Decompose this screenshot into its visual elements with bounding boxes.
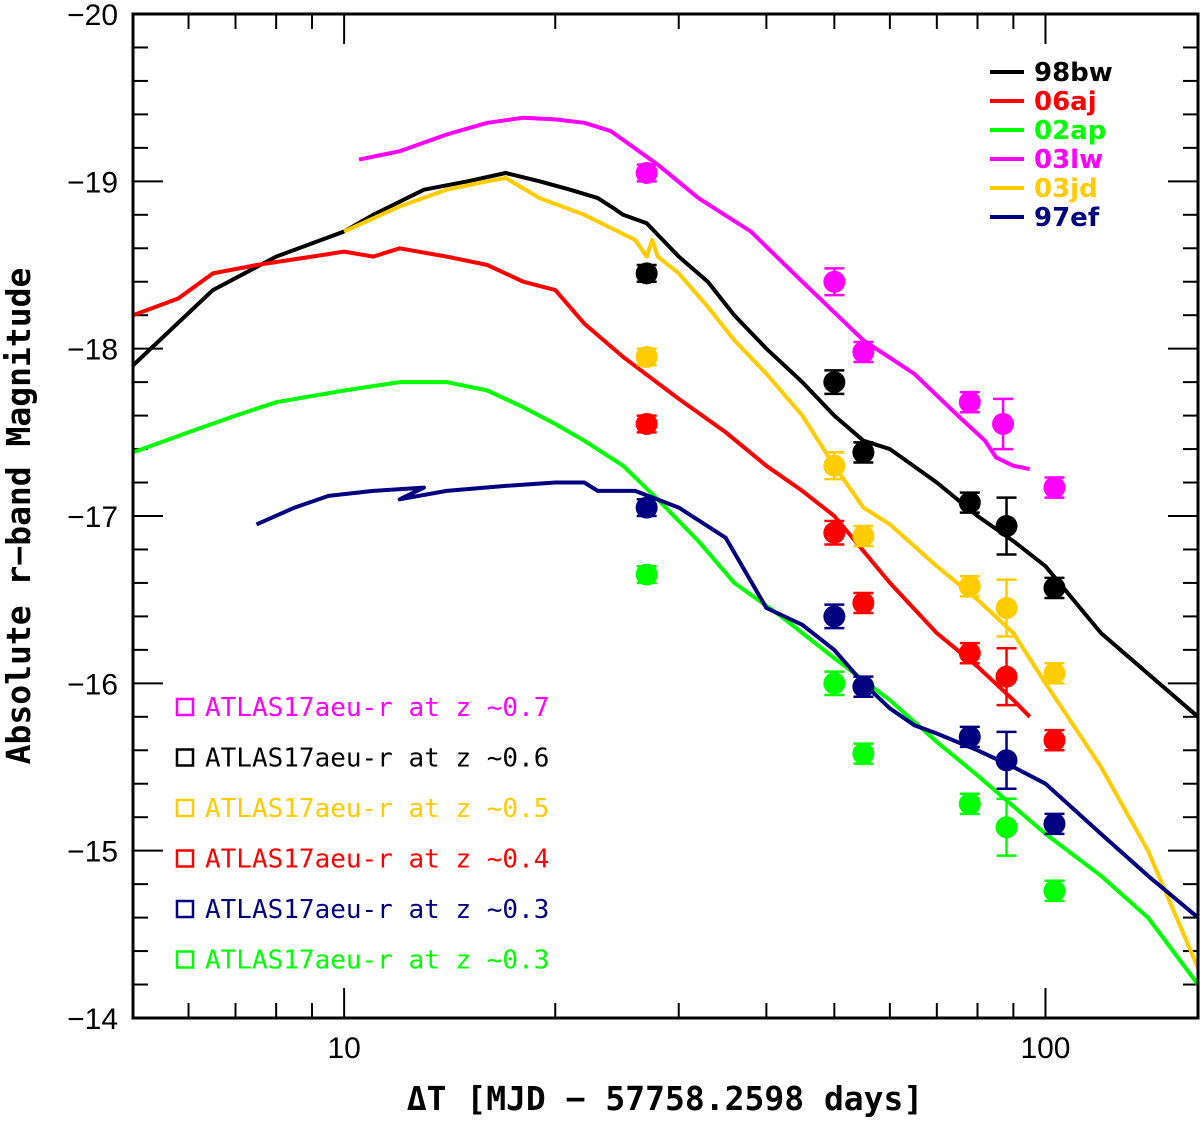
series-line-02ap xyxy=(133,380,1198,986)
legend-line-label: 98bw xyxy=(1034,58,1113,88)
legend-point-swatch xyxy=(175,798,195,818)
data-point xyxy=(958,792,981,815)
data-point xyxy=(995,515,1018,538)
data-point xyxy=(1043,576,1066,599)
series-line-98bw xyxy=(133,171,1198,719)
y-axis-title: Absolute r−band Magnitude xyxy=(0,268,38,765)
data-point xyxy=(823,454,846,477)
data-point xyxy=(852,441,875,464)
y-tick-label: −20 xyxy=(67,0,118,32)
legend-line-label: 03lw xyxy=(1034,145,1103,175)
data-point xyxy=(635,412,658,435)
data-point xyxy=(823,672,846,695)
legend-point-swatch xyxy=(175,849,195,868)
data-point xyxy=(995,816,1018,839)
y-tick-label: −19 xyxy=(67,166,118,199)
plot-frame xyxy=(131,12,1200,1020)
series-line-06aj xyxy=(133,246,1032,719)
legend-point-label: ATLAS17aeu-r at z ~0.3 xyxy=(205,946,549,976)
observed-points xyxy=(635,161,1066,903)
legend-line-label: 02ap xyxy=(1034,116,1106,146)
legend-point-swatch xyxy=(175,950,195,969)
y-tick-label: −14 xyxy=(67,1003,118,1036)
legend-point-swatch xyxy=(175,748,195,767)
data-point xyxy=(635,262,658,285)
data-point xyxy=(1043,729,1066,752)
legend-line-label: 97ef xyxy=(1034,203,1100,233)
legend-point-label: ATLAS17aeu-r at z ~0.3 xyxy=(205,895,549,925)
data-point xyxy=(852,592,875,615)
data-point xyxy=(852,742,875,765)
data-point xyxy=(995,597,1018,620)
tick-labels: 10 100 −14 −15 −16 −17 −18 −19 −20 xyxy=(67,0,1070,1065)
data-point xyxy=(852,341,875,364)
data-point xyxy=(852,525,875,548)
x-axis-title: ΔT [MJD − 57758.2598 days] xyxy=(407,1079,924,1118)
data-point xyxy=(635,496,658,519)
data-point xyxy=(1043,879,1066,902)
legend-point-label: ATLAS17aeu-r at z ~0.6 xyxy=(205,744,549,774)
data-point xyxy=(635,161,658,184)
data-point xyxy=(958,575,981,598)
data-point xyxy=(1043,812,1066,835)
point-legend: ATLAS17aeu-r at z ~0.7 ATLAS17aeu-r at z … xyxy=(175,693,549,976)
x-tick-label: 10 xyxy=(327,1032,360,1065)
data-point xyxy=(1043,476,1066,499)
legend-line-label: 03jd xyxy=(1034,174,1098,204)
legend-point-label: ATLAS17aeu-r at z ~0.5 xyxy=(205,794,549,824)
legend-point-swatch xyxy=(175,899,195,919)
y-tick-label: −16 xyxy=(67,668,118,701)
legend-point-label: ATLAS17aeu-r at z ~0.7 xyxy=(205,693,549,723)
data-point xyxy=(958,642,981,665)
data-point xyxy=(852,675,875,698)
x-tick-label: 100 xyxy=(1020,1032,1070,1065)
data-point xyxy=(823,270,846,293)
data-point xyxy=(995,665,1018,688)
legend-point-swatch xyxy=(175,697,195,717)
data-point xyxy=(823,521,846,544)
series-line-03lw xyxy=(358,115,1031,472)
legend-line-label: 06aj xyxy=(1034,87,1097,117)
y-tick-label: −17 xyxy=(67,501,118,534)
data-point xyxy=(635,346,658,369)
data-point xyxy=(992,412,1015,435)
data-point xyxy=(823,371,846,394)
data-point xyxy=(823,605,846,628)
data-point xyxy=(1043,662,1066,685)
data-point xyxy=(958,391,981,414)
data-point xyxy=(958,491,981,514)
y-tick-label: −18 xyxy=(67,334,118,367)
data-point xyxy=(958,725,981,748)
data-point xyxy=(635,563,658,586)
data-point xyxy=(995,749,1018,772)
y-tick-label: −15 xyxy=(67,836,118,869)
legend-point-label: ATLAS17aeu-r at z ~0.4 xyxy=(205,845,549,875)
